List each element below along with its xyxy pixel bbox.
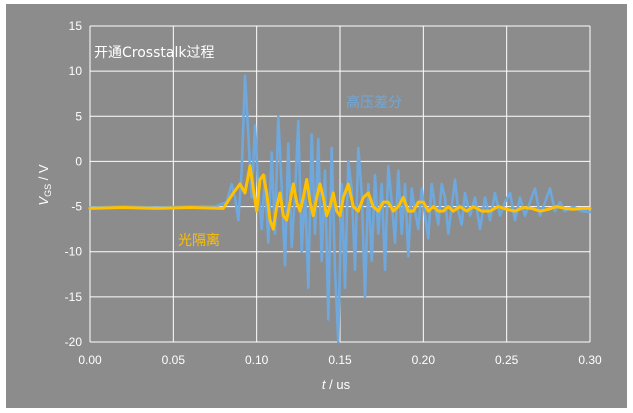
y-axis-subscript: GS [43,184,53,197]
series-label-optical-isolation: 光隔离 [178,232,220,249]
y-tick-label: -10 [65,245,83,259]
y-tick-label: 5 [75,109,82,123]
y-tick-label: -5 [71,200,82,214]
x-axis-title: t / us [322,377,351,392]
series-line-high-voltage-differential [88,74,592,344]
x-tick-label: 0.25 [495,353,519,367]
x-axis-variable: t [322,377,327,392]
y-tick-label: 0 [75,154,82,168]
grid-lines [89,25,591,343]
x-tick-label: 0.00 [78,353,102,367]
y-axis-unit: / V [36,164,51,184]
y-tick-label: -20 [65,335,83,349]
y-axis-title: VGS / V [36,164,53,206]
x-tick-label: 0.15 [328,353,352,367]
y-tick-label: 15 [69,19,83,33]
x-tick-label: 0.20 [412,353,436,367]
chart-title: 开通Crosstalk过程 [94,45,214,61]
x-axis-unit: / us [326,377,351,392]
chart-container: -20 -15 -10 -5 0 5 10 15 0.00 0.05 0.10 0.15 0.20 0.… [6,4,627,408]
y-tick-label: 10 [69,64,83,78]
x-tick-labels: 0.00 0.05 0.10 0.15 0.20 0.25 0.30 [78,353,602,367]
series-lines [88,74,592,344]
series-label-high-voltage-differential: 高压差分 [346,94,402,111]
y-tick-labels: -20 -15 -10 -5 0 5 10 15 [65,19,83,349]
x-tick-label: 0.10 [245,353,269,367]
x-tick-label: 0.05 [162,353,186,367]
x-tick-label: 0.30 [578,353,602,367]
series-line-optical-isolation [88,164,592,231]
y-tick-label: -15 [65,290,83,304]
y-axis-variable: V [36,196,51,206]
